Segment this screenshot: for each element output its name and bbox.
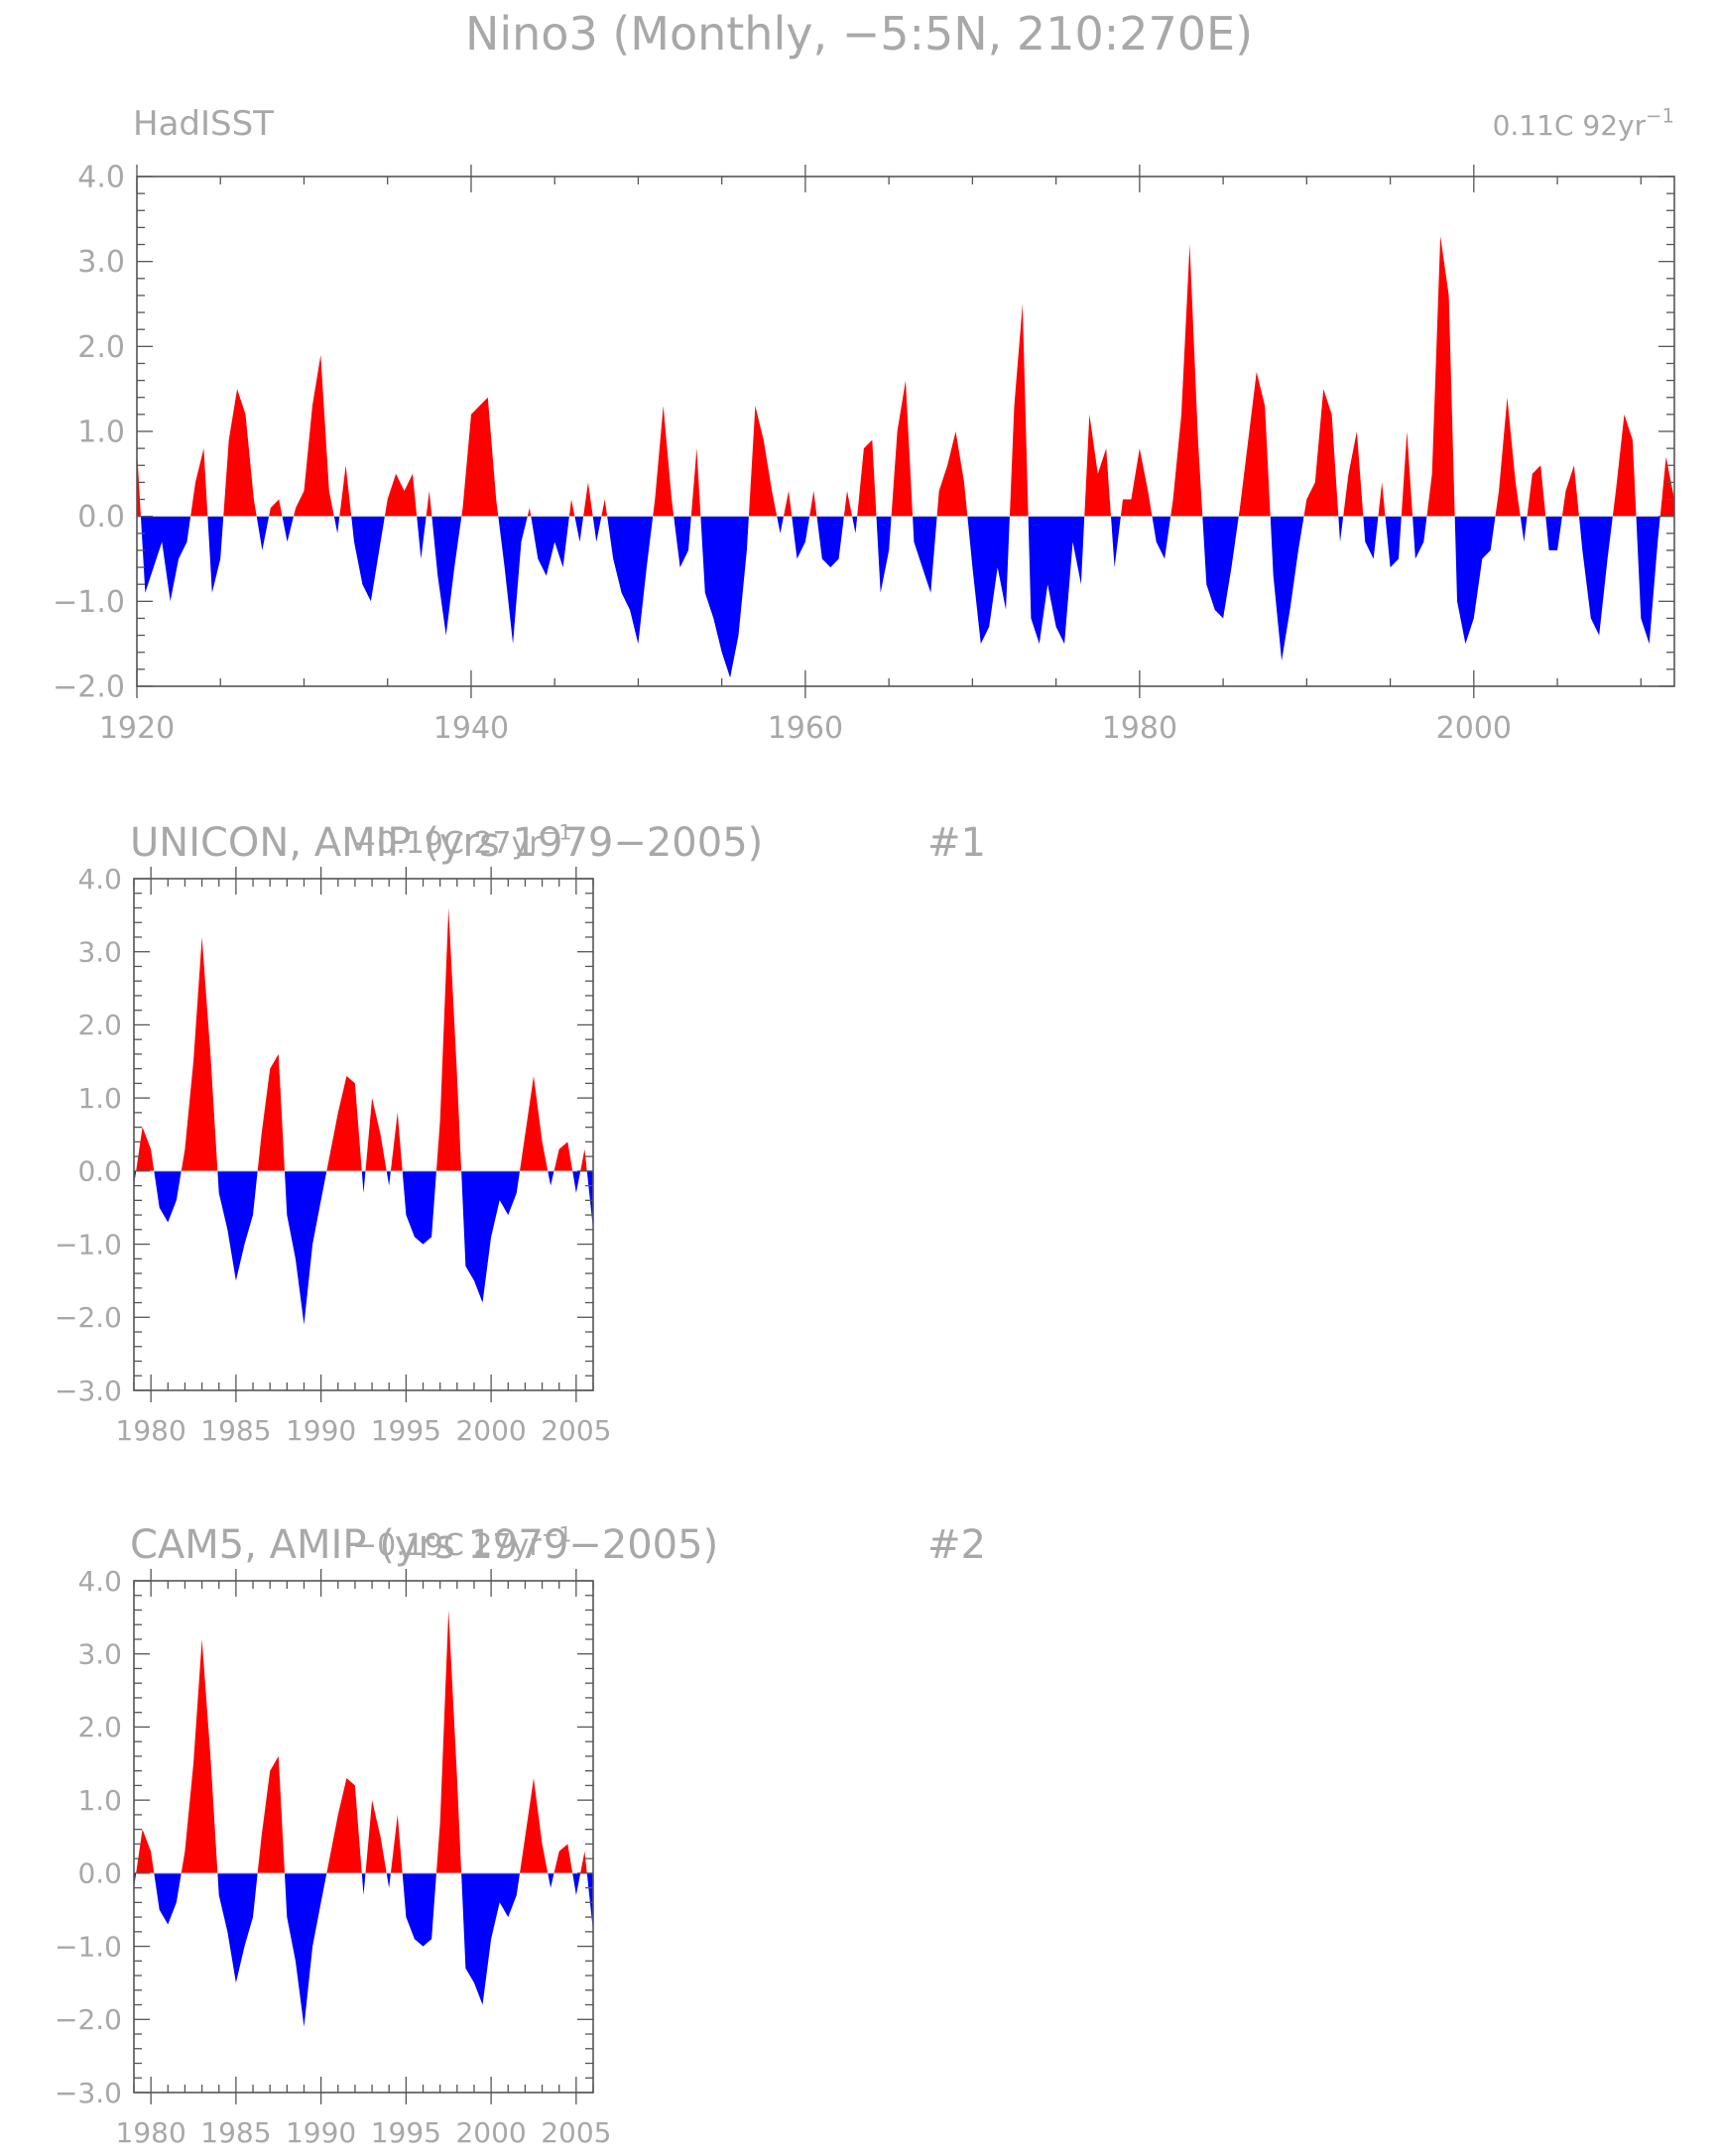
run-id-label: #2 bbox=[927, 1522, 986, 1568]
panels: 4.0 3.0 2.0 1.0 0.0 −1.0 −2.0 1920 1940 1960 1980 2… bbox=[53, 104, 1675, 2149]
y-tick-label: 0.0 bbox=[77, 1857, 122, 1890]
y-tick-label: 2.0 bbox=[77, 330, 125, 365]
x-tick-label: 1990 bbox=[286, 2116, 356, 2149]
trend-label: −0.19C 27yr−1 bbox=[352, 821, 572, 862]
y-tick-label: −2.0 bbox=[53, 670, 125, 705]
negative-anomaly-area bbox=[134, 1170, 593, 1325]
panel-2: 4.0 3.0 2.0 1.0 0.0 −1.0 −2.0 −3.0 1980 1985 1990 1… bbox=[55, 1522, 986, 2149]
y-tick-label: 0.0 bbox=[77, 1155, 122, 1188]
x-tick-label: 1985 bbox=[200, 1414, 271, 1447]
negative-fill bbox=[134, 1872, 593, 2027]
y-tick-label: 4.0 bbox=[77, 161, 125, 195]
x-tick-label: 1980 bbox=[116, 2116, 186, 2149]
x-tick-label: 1985 bbox=[200, 2116, 271, 2149]
y-tick-label: 1.0 bbox=[77, 416, 125, 450]
negative-anomaly-area bbox=[137, 516, 1674, 678]
x-tick-label: 1920 bbox=[99, 711, 175, 746]
y-tick-label: −2.0 bbox=[55, 1301, 122, 1334]
positive-anomaly-area bbox=[136, 1610, 587, 1873]
y-tick-label: 2.0 bbox=[77, 1009, 122, 1041]
positive-fill bbox=[136, 1610, 587, 1873]
y-tick-label: −1.0 bbox=[55, 1228, 122, 1260]
x-tick-label: 1980 bbox=[1102, 711, 1177, 746]
x-tick-label: 1940 bbox=[433, 711, 509, 746]
panel-title: HadISST bbox=[133, 104, 274, 144]
plot-frame bbox=[133, 878, 594, 1391]
positive-fill bbox=[137, 236, 1674, 517]
x-tick-label: 1990 bbox=[286, 1414, 356, 1447]
positive-anomaly-area bbox=[137, 236, 1674, 517]
x-tick-label: 2005 bbox=[541, 1414, 611, 1447]
x-tick-label: 2000 bbox=[1436, 711, 1512, 746]
x-tick-label: 2005 bbox=[541, 2116, 611, 2149]
figure-title: Nino3 (Monthly, −5:5N, 210:270E) bbox=[465, 7, 1253, 60]
negative-fill bbox=[134, 1170, 593, 1325]
y-tick-label: 0.0 bbox=[77, 500, 125, 535]
negative-anomaly-area bbox=[134, 1872, 593, 2027]
panel-title: UNICON, AMIP (yrs 1979−2005) bbox=[130, 820, 763, 866]
panel-title: CAM5, AMIP (yrs 1979−2005) bbox=[130, 1522, 718, 1568]
positive-anomaly-area bbox=[136, 907, 587, 1171]
y-tick-label: −3.0 bbox=[55, 1375, 122, 1407]
x-tick-label: 2000 bbox=[455, 2116, 526, 2149]
y-tick-label: 2.0 bbox=[77, 1711, 122, 1743]
y-tick-label: 3.0 bbox=[77, 936, 122, 969]
negative-fill bbox=[137, 516, 1674, 678]
x-tick-label: 2000 bbox=[455, 1414, 526, 1447]
x-tick-label: 1995 bbox=[371, 1414, 441, 1447]
y-tick-label: 4.0 bbox=[77, 863, 122, 896]
x-tick-label: 1960 bbox=[768, 711, 843, 746]
y-tick-label: 3.0 bbox=[77, 245, 125, 280]
panel-1: 4.0 3.0 2.0 1.0 0.0 −1.0 −2.0 −3.0 1980 1985 1990 1… bbox=[55, 820, 986, 1447]
panel-0: 4.0 3.0 2.0 1.0 0.0 −1.0 −2.0 1920 1940 1960 1980 2… bbox=[53, 104, 1675, 746]
trend-label: 0.11C 92yr−1 bbox=[1493, 104, 1674, 142]
plot-frame bbox=[133, 1580, 594, 2094]
y-tick-label: 1.0 bbox=[77, 1784, 122, 1817]
y-tick-label: −1.0 bbox=[55, 1930, 122, 1963]
positive-fill bbox=[136, 907, 587, 1171]
x-tick-label: 1980 bbox=[116, 1414, 186, 1447]
y-tick-label: −1.0 bbox=[53, 585, 125, 620]
y-tick-label: −3.0 bbox=[55, 2077, 122, 2109]
y-tick-label: 3.0 bbox=[77, 1638, 122, 1671]
run-id-label: #1 bbox=[927, 820, 986, 866]
y-tick-label: −2.0 bbox=[55, 2003, 122, 2036]
y-tick-label: 4.0 bbox=[77, 1565, 122, 1598]
x-tick-label: 1995 bbox=[371, 2116, 441, 2149]
trend-label: −0.19C 27yr−1 bbox=[352, 1523, 572, 1564]
y-tick-label: 1.0 bbox=[77, 1082, 122, 1115]
